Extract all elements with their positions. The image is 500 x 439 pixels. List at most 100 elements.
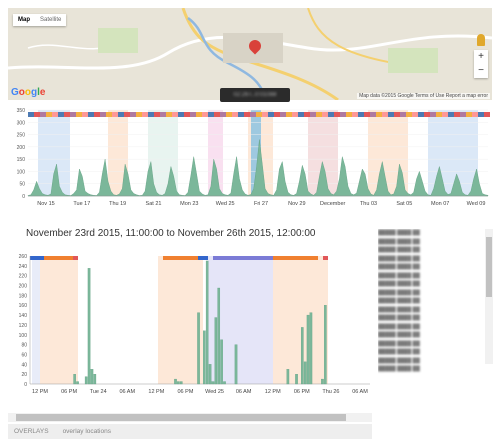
location-list-item[interactable]: █████ ████ ██ [378, 365, 484, 374]
detail-x-tick: 06 PM [178, 389, 194, 395]
detail-y-tick: 220 [19, 274, 28, 280]
overview-strip-segment [292, 112, 298, 117]
overview-x-tick: Mon 07 [431, 201, 449, 207]
overview-y-tick: 50 [19, 182, 25, 188]
detail-bar [203, 331, 205, 384]
detail-bar [235, 345, 237, 384]
overview-strip-segment [190, 112, 196, 117]
overview-y-tick: 100 [17, 169, 26, 175]
overview-strip-segment [124, 112, 130, 117]
location-list-item[interactable]: █████ ████ ██ [378, 238, 484, 247]
detail-x-tick: 06 PM [61, 389, 77, 395]
overview-x-tick: Mon 23 [180, 201, 198, 207]
overview-strip-segment [394, 112, 400, 117]
zoom-out-button[interactable]: − [474, 64, 488, 78]
location-list-item[interactable]: █████ ████ ██ [378, 263, 484, 272]
overview-y-tick: 150 [17, 157, 26, 163]
overview-strip-segment [286, 112, 292, 117]
overview-strip-segment [154, 112, 160, 117]
tab-overlays[interactable]: OVERLAYS [14, 428, 49, 435]
zoom-control: + − [474, 50, 488, 78]
overview-strip-segment [388, 112, 394, 117]
overview-strip-segment [430, 112, 436, 117]
overview-strip-segment [214, 112, 220, 117]
detail-bar [209, 364, 211, 384]
location-list-item[interactable]: █████ ████ ██ [378, 306, 484, 315]
overview-strip-segment [184, 112, 190, 117]
list-scrollbar-thumb[interactable] [486, 237, 492, 297]
overview-x-tick: Wed 25 [216, 201, 235, 207]
overview-strip-segment [418, 112, 424, 117]
overview-x-tick: Nov 29 [288, 201, 305, 207]
tab-map[interactable]: Map [13, 14, 35, 26]
overview-strip-segment [400, 112, 406, 117]
overview-strip-segment [178, 112, 184, 117]
tooltip: 02:26T..0:01088 [220, 88, 290, 102]
overview-strip-segment [172, 112, 178, 117]
detail-bar [287, 369, 289, 384]
location-list-item[interactable]: █████ ████ ██ [378, 323, 484, 332]
overview-y-tick: 200 [17, 145, 26, 151]
detail-y-tick: 140 [19, 313, 28, 319]
overview-strip-segment [112, 112, 118, 117]
overview-strip-segment [298, 112, 304, 117]
location-list-item[interactable]: █████ ████ ██ [378, 314, 484, 323]
location-list-item[interactable]: █████ ████ ██ [378, 331, 484, 340]
location-list-item[interactable]: █████ ████ ██ [378, 297, 484, 306]
overview-strip-segment [160, 112, 166, 117]
detail-bar [197, 313, 199, 384]
overview-strip-segment [130, 112, 136, 117]
location-list-item[interactable]: █████ ████ ██ [378, 357, 484, 366]
map-view[interactable]: Map Satellite + − Google Map data ©2015 … [8, 8, 492, 100]
detail-bar [324, 305, 326, 384]
location-list[interactable]: █████ ████ ██ █████ ████ ██ █████ ████ ██ █… [378, 229, 484, 379]
overview-strip-segment [340, 112, 346, 117]
tab-satellite[interactable]: Satellite [35, 14, 66, 26]
overview-strip-segment [256, 112, 262, 117]
detail-bar [215, 318, 217, 384]
detail-bar [310, 313, 312, 384]
overview-y-tick: 0 [22, 194, 25, 200]
overview-x-tick: Nov 15 [37, 201, 54, 207]
overview-chart[interactable]: 350 300 250 200 150 100 50 0 Nov 15 Tue 17 Thu 19 S… [8, 100, 492, 210]
overview-x-tick: Thu 03 [360, 201, 377, 207]
location-list-item[interactable]: █████ ████ ██ [378, 348, 484, 357]
overview-x-tick: December [320, 201, 346, 207]
overview-strip-segment [28, 112, 34, 117]
zoom-in-button[interactable]: + [474, 50, 488, 64]
list-scrollbar[interactable] [485, 229, 493, 364]
location-list-item[interactable]: █████ ████ ██ [378, 272, 484, 281]
overview-strip-segment [466, 112, 472, 117]
overview-strip-segment [454, 112, 460, 117]
detail-x-tick: 06 PM [294, 389, 310, 395]
overview-strip-segment [382, 112, 388, 117]
detail-bar [220, 340, 222, 384]
detail-y-tick: 80 [21, 343, 27, 349]
map-attribution[interactable]: Map data ©2015 Google Terms of Use Repor… [357, 93, 490, 99]
detail-x-tick: 06 AM [119, 389, 135, 395]
overview-strip-segment [238, 112, 244, 117]
detail-y-tick: 240 [19, 264, 28, 270]
overview-y-tick: 350 [17, 108, 26, 114]
detail-band [273, 256, 328, 384]
chart-scrollbar[interactable] [8, 413, 372, 422]
overview-strip-segment [484, 112, 490, 117]
overview-strip-segment [412, 112, 418, 117]
location-list-item[interactable]: █████ ████ ██ [378, 255, 484, 264]
location-list-item[interactable]: █████ ████ ██ [378, 289, 484, 298]
overview-y-tick: 250 [17, 133, 26, 139]
tab-overlay-locations[interactable]: overlay locations [63, 428, 111, 435]
location-list-item[interactable]: █████ ████ ██ [378, 246, 484, 255]
street-view-pegman-icon[interactable] [477, 34, 485, 46]
overview-strip-segment [232, 112, 238, 117]
overview-strip-segment [436, 112, 442, 117]
detail-y-tick: 200 [19, 284, 28, 290]
overview-x-tick: Tue 17 [73, 201, 90, 207]
location-list-item[interactable]: █████ ████ ██ [378, 340, 484, 349]
overview-strip-segment [46, 112, 52, 117]
chart-scrollbar-thumb[interactable] [16, 414, 346, 421]
overview-strip-segment [70, 112, 76, 117]
location-list-item[interactable]: █████ ████ ██ [378, 280, 484, 289]
location-list-item[interactable]: █████ ████ ██ [378, 229, 484, 238]
